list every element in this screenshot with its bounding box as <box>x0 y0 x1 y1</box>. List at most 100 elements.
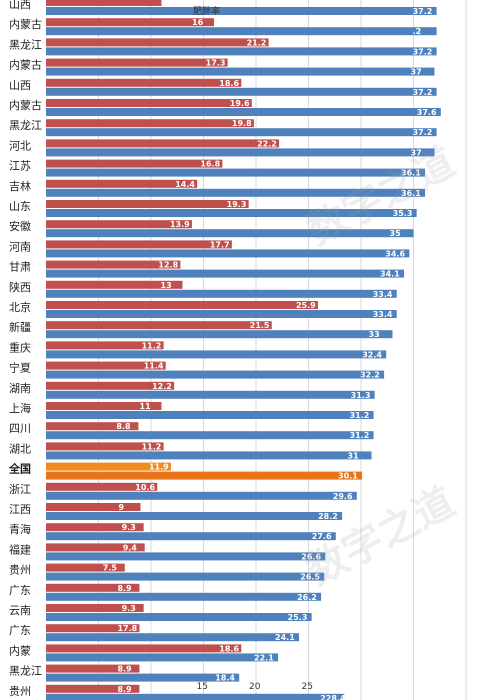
data-label-red: 9 <box>119 503 125 512</box>
bar-red <box>46 543 145 552</box>
bar-blue <box>46 592 322 601</box>
bar-red <box>46 523 144 532</box>
grid-lines <box>98 0 467 700</box>
bar-red <box>46 381 175 390</box>
category-label: 湖南 <box>9 382 31 395</box>
category-label: 四川 <box>9 422 31 435</box>
bar-blue <box>46 168 426 177</box>
bar-red <box>46 200 249 208</box>
bar-blue <box>46 411 374 419</box>
data-label-blue: 31.2 <box>350 431 370 440</box>
data-label-blue: 27.6 <box>312 532 332 541</box>
data-label-blue: 33.4 <box>373 290 393 299</box>
category-label: 陕西 <box>9 280 31 294</box>
data-label-blue: 36.1 <box>401 189 421 198</box>
category-label: 浙江 <box>9 483 31 496</box>
data-label-blue: 37.2 <box>413 47 433 56</box>
category-label: 江苏 <box>9 160 31 173</box>
data-label-red: 25.9 <box>296 301 316 310</box>
data-label-red: 19.6 <box>230 99 250 108</box>
bar-blue <box>46 390 375 399</box>
data-label-red: 17.3 <box>206 59 226 68</box>
data-label-blue: 37.6 <box>417 108 437 117</box>
category-label: 吉林 <box>9 179 31 193</box>
data-label-blue: 24.1 <box>275 633 295 642</box>
data-label-red: 22.2 <box>257 139 277 148</box>
bar-blue <box>46 552 326 561</box>
category-label: 内蒙古 <box>9 98 42 112</box>
bar-red <box>46 240 232 249</box>
data-label-blue: 37.2 <box>413 7 433 16</box>
data-label-blue: 30.1 <box>338 472 358 481</box>
bar-blue <box>46 512 343 520</box>
bar-blue <box>46 148 435 157</box>
bar-red <box>46 644 242 653</box>
bar-blue <box>46 229 414 238</box>
bar-red <box>46 422 139 431</box>
bar-red <box>46 38 269 47</box>
bar-blue <box>46 310 397 318</box>
category-labels: 山西内蒙古黑龙江内蒙古山西内蒙古黑龙江河北江苏吉林山东安徽河南甘肃陕西北京新疆重… <box>8 0 42 698</box>
category-label: 青海 <box>9 522 31 536</box>
category-label: 河南 <box>9 240 31 253</box>
bar-red <box>46 159 223 168</box>
category-label: 全国 <box>8 462 31 476</box>
category-label: 福建 <box>9 542 31 556</box>
bar-red <box>46 664 140 673</box>
data-label-red: 10.6 <box>135 483 155 492</box>
data-label-blue: 36.1 <box>401 169 421 178</box>
data-label-red: 18.6 <box>219 644 239 653</box>
bar-red <box>46 179 198 188</box>
category-label: 广东 <box>9 624 31 637</box>
bar-blue <box>46 188 426 197</box>
bar-red <box>46 604 144 612</box>
data-label-red: 17.7 <box>210 240 230 249</box>
data-label-blue: 37 <box>411 68 422 77</box>
data-label-red: 12.8 <box>158 261 178 270</box>
category-label: 河北 <box>9 139 31 152</box>
data-label-red: 14.4 <box>175 180 195 189</box>
bar-blue <box>46 209 417 217</box>
bar-red <box>46 99 252 107</box>
data-label-blue: 26.2 <box>297 593 317 602</box>
data-label-red: 8.9 <box>117 685 132 694</box>
category-label: 重庆 <box>9 340 31 354</box>
data-label-red: 11.2 <box>142 442 162 451</box>
bar-blue <box>46 673 240 682</box>
bar-red <box>46 139 280 148</box>
bar-red <box>46 402 162 410</box>
bar-red <box>46 442 164 451</box>
data-label-red: 8.9 <box>117 665 132 674</box>
bar-red <box>46 280 183 289</box>
category-label: 黑龙江 <box>9 665 42 678</box>
x-tick-label: 15 <box>197 682 208 692</box>
category-label: 云南 <box>9 604 31 617</box>
category-label: 山西 <box>9 79 31 92</box>
category-label: 湖北 <box>9 442 31 455</box>
data-label-red: 8.8 <box>116 422 131 431</box>
bar-blue <box>46 451 372 460</box>
bar-red <box>46 462 171 471</box>
data-label-blue: 35 <box>390 229 402 238</box>
data-label-blue: 31 <box>348 451 360 460</box>
data-label-red: 11.4 <box>144 362 164 371</box>
data-label-red: 13.9 <box>170 220 190 229</box>
data-label-blue: 34.6 <box>385 249 405 258</box>
data-label-blue: 31.3 <box>351 391 371 400</box>
data-label-blue: 31.2 <box>350 411 370 420</box>
category-label: 山西 <box>9 0 31 11</box>
bar-red <box>46 301 318 309</box>
data-label-red: 19.8 <box>232 119 252 128</box>
category-label: 内蒙古 <box>9 58 42 72</box>
data-label-blue: 37.2 <box>413 128 433 137</box>
data-label-red: 7.5 <box>103 564 118 573</box>
bar-blue <box>46 633 300 642</box>
data-label-red: 11 <box>140 402 152 411</box>
category-label: 广东 <box>9 584 31 597</box>
bar-red <box>46 78 242 87</box>
bar-red <box>46 482 158 491</box>
data-label-blue: 28.2 <box>318 512 338 521</box>
bar-red <box>46 583 140 592</box>
data-label-red: 8.9 <box>117 584 132 593</box>
